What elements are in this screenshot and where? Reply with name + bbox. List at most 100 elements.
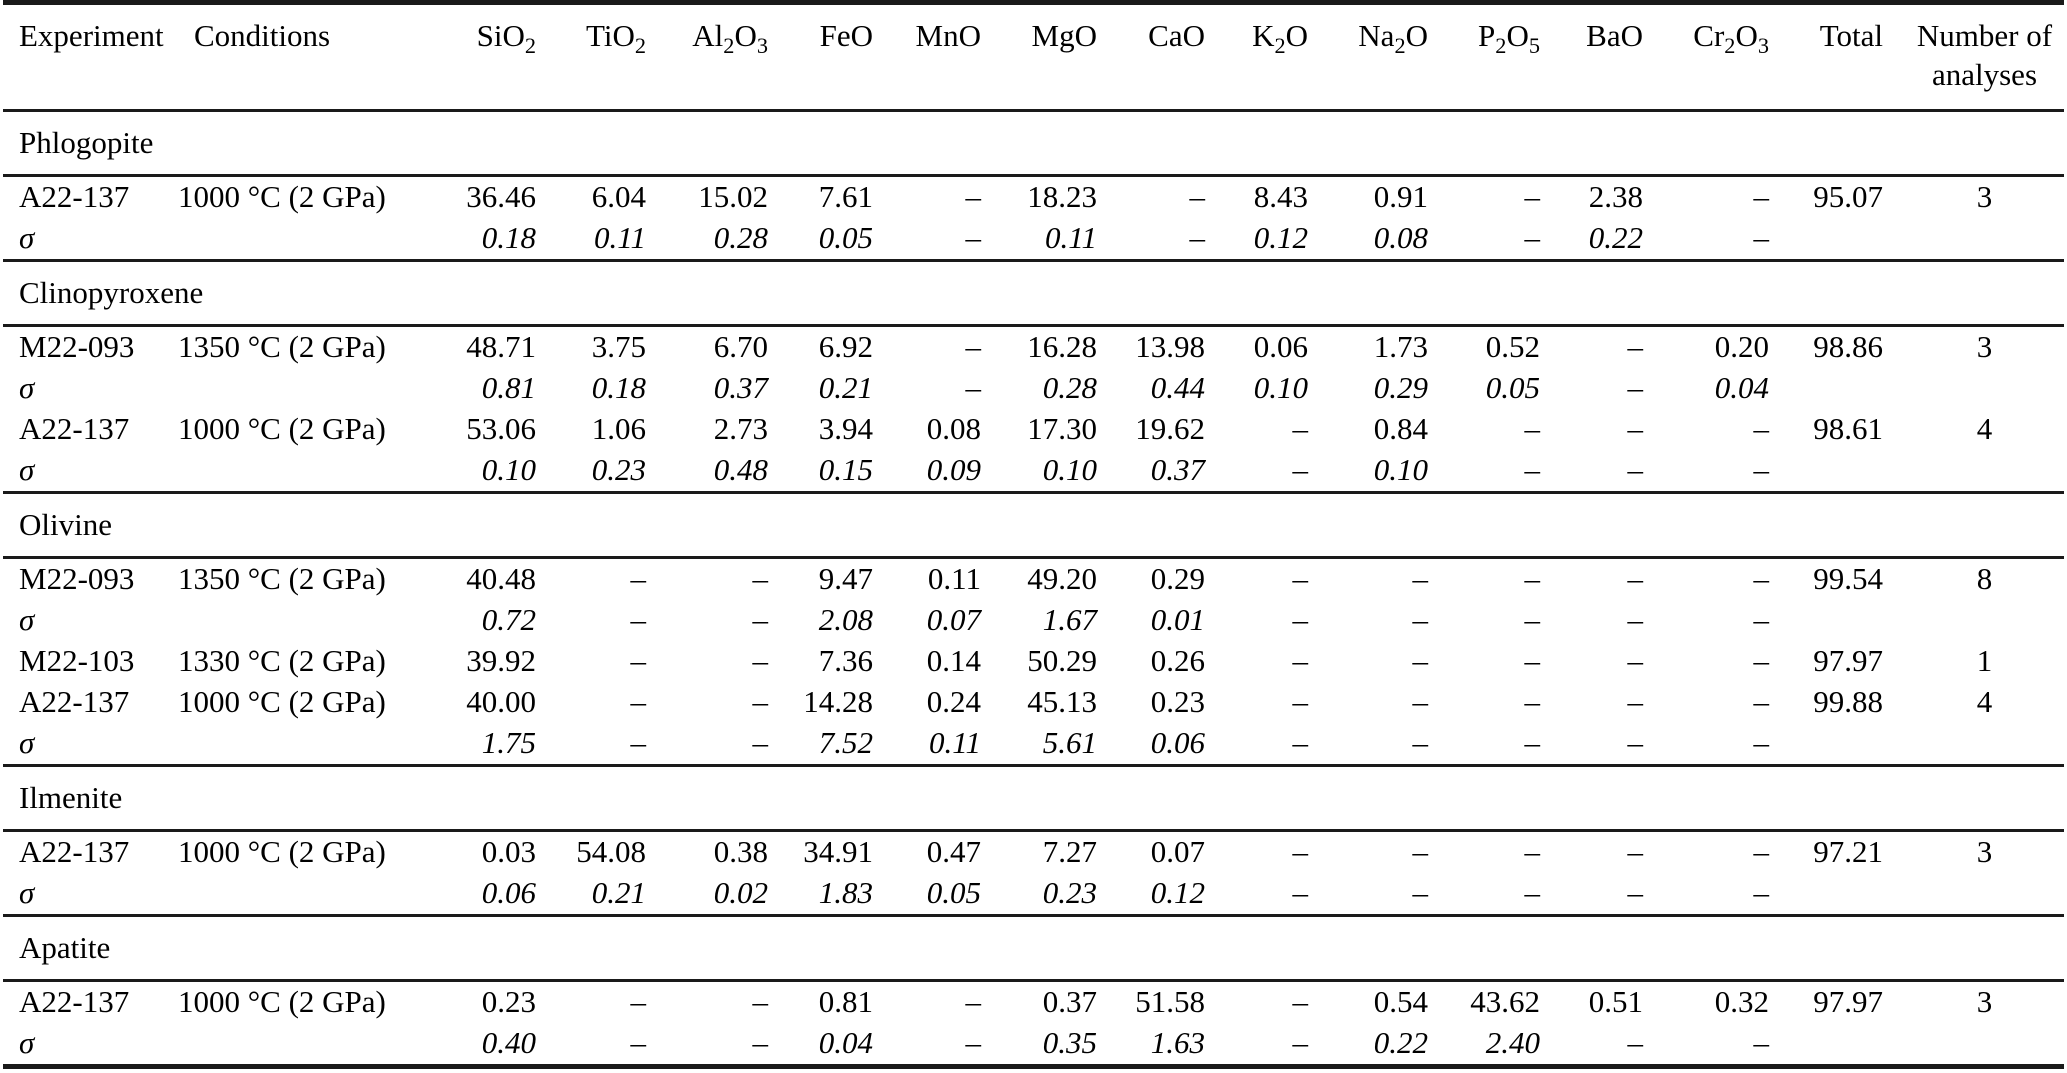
value-cell: –	[1292, 1024, 1309, 1060]
value-cell: 0.10	[1373, 451, 1428, 487]
value-cell: –	[1189, 178, 1206, 214]
value-cell: –	[1292, 724, 1309, 760]
value-cell: 9.47	[818, 560, 873, 596]
value-cell: 5.61	[1042, 724, 1097, 760]
experiment-cell: A22-137	[19, 178, 130, 214]
value-cell: –	[965, 219, 982, 255]
analyses-count-cell	[1909, 450, 2064, 493]
value-cell: 36.46	[466, 178, 536, 214]
value-cell: –	[752, 683, 769, 719]
value-cell: 0.26	[1150, 642, 1205, 678]
value-cell: –	[1753, 683, 1770, 719]
value-cell: 7.27	[1042, 833, 1097, 869]
value-cell: 0.91	[1373, 178, 1428, 214]
value-cell: 0.44	[1150, 369, 1205, 405]
value-cell: –	[1292, 683, 1309, 719]
value-cell: –	[1753, 560, 1770, 596]
value-cell: –	[1412, 601, 1429, 637]
value-cell: 0.81	[481, 369, 536, 405]
value-cell: 1.75	[481, 724, 536, 760]
value-cell: –	[630, 560, 647, 596]
column-header: K2O	[1231, 2, 1334, 112]
value-cell: –	[1292, 601, 1309, 637]
conditions-cell: 1000 °C (2 GPa)	[178, 833, 386, 869]
value-cell: –	[1292, 560, 1309, 596]
value-cell: 45.13	[1027, 683, 1097, 719]
value-cell: 0.21	[591, 874, 646, 910]
value-cell: 50.29	[1027, 642, 1097, 678]
value-cell: 0.81	[818, 983, 873, 1019]
value-cell: –	[1524, 219, 1541, 255]
value-cell: –	[965, 983, 982, 1019]
experiment-cell: A22-137	[19, 410, 130, 446]
value-cell: –	[1627, 683, 1644, 719]
value-cell: 99.54	[1813, 560, 1883, 596]
value-cell: 40.00	[466, 683, 536, 719]
value-cell: –	[1292, 983, 1309, 1019]
value-cell	[1795, 1023, 1909, 1067]
conditions-cell	[178, 450, 450, 493]
value-cell: 95.07	[1813, 178, 1883, 214]
experiment-cell: σ	[19, 451, 35, 487]
value-cell: 0.05	[926, 874, 981, 910]
value-cell: 54.08	[576, 833, 646, 869]
value-cell: 0.06	[1253, 328, 1308, 364]
value-cell: 0.11	[1045, 219, 1097, 255]
section-row: Phlogopite	[3, 108, 2064, 177]
conditions-cell	[178, 723, 450, 766]
value-cell: 14.28	[803, 683, 873, 719]
sigma-row: σ 0.06 0.21 0.02 1.83 0.05 0.23 0.12 – – – – –	[3, 873, 2064, 916]
value-cell: –	[1627, 410, 1644, 446]
value-cell	[1795, 450, 1909, 493]
column-header: FeO	[794, 2, 899, 112]
analyses-count-cell	[1909, 1023, 2064, 1067]
sigma-row: σ 0.72 – – 2.08 0.07 1.67 0.01 – – – – –	[3, 600, 2064, 641]
experiment-cell: σ	[19, 874, 35, 910]
value-cell: 0.23	[591, 451, 646, 487]
value-cell: 7.52	[818, 724, 873, 760]
conditions-cell: 1000 °C (2 GPa)	[178, 178, 386, 214]
value-cell: –	[1524, 833, 1541, 869]
analyses-count-cell	[1909, 368, 2064, 409]
sigma-row: σ 0.18 0.11 0.28 0.05 – 0.11 – 0.12 0.08 – 0.22 –	[3, 218, 2064, 261]
experiment-cell: M22-093	[19, 328, 135, 364]
value-cell: –	[1753, 410, 1770, 446]
value-cell: 6.04	[591, 178, 646, 214]
table-row: M22-103 1330 °C (2 GPa) 39.92 – – 7.36 0.14 50.…	[3, 641, 2064, 682]
value-cell: 48.71	[466, 328, 536, 364]
column-header: MnO	[899, 2, 1007, 112]
value-cell: –	[1412, 683, 1429, 719]
sigma-row: σ 0.40 – – 0.04 – 0.35 1.63 – 0.22 2.40 – –	[3, 1023, 2064, 1067]
analyses-count-cell: 1	[1976, 642, 1993, 678]
value-cell	[1795, 873, 1909, 916]
mineral-composition-table: Experiment Conditions SiO2 TiO2 Al2O3 FeO MnO M…	[3, 0, 2064, 1069]
value-cell: –	[630, 642, 647, 678]
value-cell: 17.30	[1027, 410, 1097, 446]
value-cell: –	[630, 1024, 647, 1060]
experiment-cell: A22-137	[19, 983, 130, 1019]
value-cell: 43.62	[1470, 983, 1540, 1019]
value-cell: –	[1627, 724, 1644, 760]
value-cell: –	[1524, 642, 1541, 678]
value-cell: 0.15	[818, 451, 873, 487]
analyses-count-cell	[1909, 723, 2064, 766]
value-cell: 0.54	[1373, 983, 1428, 1019]
value-cell: 0.10	[1253, 369, 1308, 405]
section-title: Clinopyroxene	[3, 258, 2064, 327]
value-cell: 0.04	[1714, 369, 1769, 405]
value-cell: 0.84	[1373, 410, 1428, 446]
value-cell: 0.23	[481, 983, 536, 1019]
value-cell: 0.05	[1485, 369, 1540, 405]
conditions-cell: 1350 °C (2 GPa)	[178, 328, 386, 364]
value-cell: –	[752, 560, 769, 596]
value-cell: 18.23	[1027, 178, 1097, 214]
column-header: CaO	[1123, 2, 1231, 112]
conditions-cell: 1000 °C (2 GPa)	[178, 983, 386, 1019]
value-cell: 98.61	[1813, 410, 1883, 446]
section-title: Ilmenite	[3, 763, 2064, 832]
value-cell: 39.92	[466, 642, 536, 678]
value-cell: 15.02	[698, 178, 768, 214]
conditions-cell: 1330 °C (2 GPa)	[178, 642, 386, 678]
value-cell: –	[1412, 642, 1429, 678]
value-cell: –	[1753, 178, 1770, 214]
